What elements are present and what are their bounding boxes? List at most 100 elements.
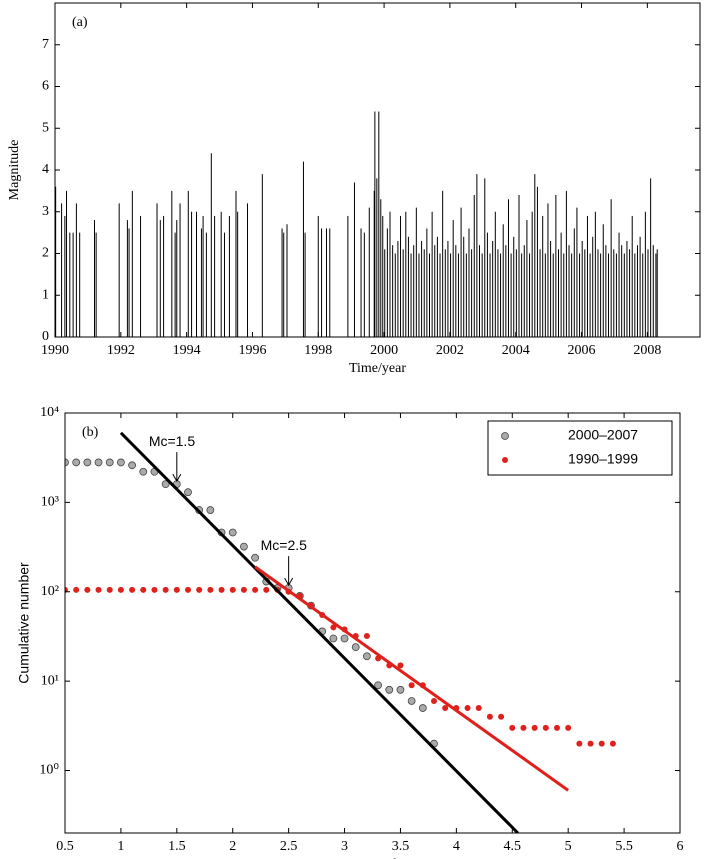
y-tick-label: 6 — [42, 79, 49, 94]
x-tick-label: 1996 — [238, 343, 266, 358]
data-point — [140, 586, 147, 593]
y-tick-label: 10¹ — [41, 673, 59, 688]
y-tick-label: 4 — [42, 162, 49, 177]
x-tick-label: 2.5 — [280, 839, 298, 854]
x-tick-label: 1998 — [304, 343, 332, 358]
data-point — [486, 713, 493, 720]
x-tick-label: 4 — [453, 839, 460, 854]
plot-area — [65, 431, 616, 833]
x-axis-label: Time/year — [349, 361, 406, 376]
data-point — [117, 458, 125, 467]
data-point — [162, 586, 169, 593]
data-point — [139, 467, 148, 476]
data-point — [84, 586, 91, 593]
data-point — [240, 542, 248, 551]
data-point — [161, 480, 170, 489]
y-tick-label: 0 — [42, 329, 49, 344]
data-point — [218, 586, 225, 593]
data-point — [565, 724, 572, 731]
data-point — [95, 586, 102, 593]
x-tick-label: 2000 — [370, 343, 398, 358]
y-tick-label: 3 — [42, 204, 49, 219]
data-point — [228, 528, 237, 537]
data-point — [498, 713, 505, 720]
data-point — [397, 662, 404, 669]
data-point — [106, 586, 113, 593]
data-point — [184, 488, 192, 497]
data-point — [73, 586, 80, 593]
data-point — [554, 724, 560, 731]
data-point — [542, 724, 549, 731]
data-point — [385, 685, 394, 694]
data-point — [464, 705, 471, 712]
legend-box — [487, 420, 673, 476]
fit-line — [119, 431, 519, 833]
panel: 0.5 1 1.5 2 2.5 3 3.5 4 4.5 5 5.5 6 10⁰ 10¹ 10² 10³ 10⁴ (… — [16, 405, 684, 859]
data-point — [520, 724, 527, 731]
x-tick-label: 1994 — [173, 343, 201, 358]
x-tick-label: 6 — [677, 839, 684, 854]
plot-area — [55, 111, 658, 337]
x-tick-label: 2 — [229, 839, 236, 854]
axes-frame — [64, 412, 681, 834]
y-axis-label: Cumulative number — [16, 562, 32, 684]
panel: 1990 1992 1994 1996 1998 2000 2002 2004 2006 2008… — [7, 2, 701, 376]
data-point — [442, 705, 449, 712]
x-axis-label: Magnitude — [342, 857, 403, 859]
data-point — [251, 553, 259, 562]
y-axis-label: Magnitude — [7, 140, 22, 201]
y-tick-label: 7 — [42, 37, 49, 52]
data-point — [72, 458, 81, 467]
x-tick-label: 5 — [565, 839, 572, 854]
data-point — [330, 624, 337, 631]
x-tick-label: 0.5 — [56, 839, 74, 854]
data-point — [431, 697, 437, 704]
y-tick-label: 2 — [42, 246, 49, 261]
data-point — [587, 740, 594, 747]
panel-label: (a) — [72, 15, 88, 30]
data-point — [609, 740, 616, 747]
data-point — [340, 634, 349, 643]
legend-marker — [501, 432, 509, 440]
data-point — [105, 458, 114, 467]
data-point — [94, 458, 103, 467]
data-point — [576, 740, 583, 747]
x-tick-label: 3 — [341, 839, 348, 854]
data-point — [363, 632, 370, 639]
x-tick-label: 2008 — [633, 343, 661, 358]
y-tick-label: 10⁰ — [39, 763, 59, 778]
annotation-arrow — [172, 452, 182, 483]
data-point — [363, 652, 371, 661]
legend-label: 2000–2007 — [568, 427, 638, 443]
x-tick-label: 1992 — [107, 343, 135, 358]
x-tick-label: 2006 — [568, 343, 596, 358]
legend: 2000–2007 1990–1999 — [487, 420, 673, 476]
data-point — [65, 458, 69, 467]
data-point — [83, 458, 92, 467]
annotation-text: Mc=2.5 — [261, 537, 308, 553]
legend-label: 1990–1999 — [568, 451, 638, 467]
data-point — [206, 506, 215, 514]
data-point — [151, 586, 158, 593]
data-point — [129, 586, 136, 593]
x-tick-label: 1990 — [41, 343, 69, 358]
data-point — [531, 724, 538, 731]
x-tick-label: 2002 — [436, 343, 464, 358]
data-point — [418, 704, 427, 712]
y-tick-label: 10² — [41, 584, 59, 599]
data-point — [598, 740, 605, 747]
panel-label: (b) — [82, 425, 99, 440]
data-point — [196, 586, 203, 593]
data-point — [509, 724, 516, 731]
data-point — [374, 681, 382, 690]
data-point — [475, 705, 482, 712]
data-point — [229, 586, 236, 593]
data-point — [207, 586, 214, 593]
data-point — [263, 586, 270, 593]
x-tick-label: 1.5 — [168, 839, 186, 854]
x-tick-label: 2004 — [502, 343, 530, 358]
axes-frame — [54, 2, 701, 338]
data-point — [240, 586, 247, 593]
y-tick-label: 10⁴ — [40, 405, 59, 420]
